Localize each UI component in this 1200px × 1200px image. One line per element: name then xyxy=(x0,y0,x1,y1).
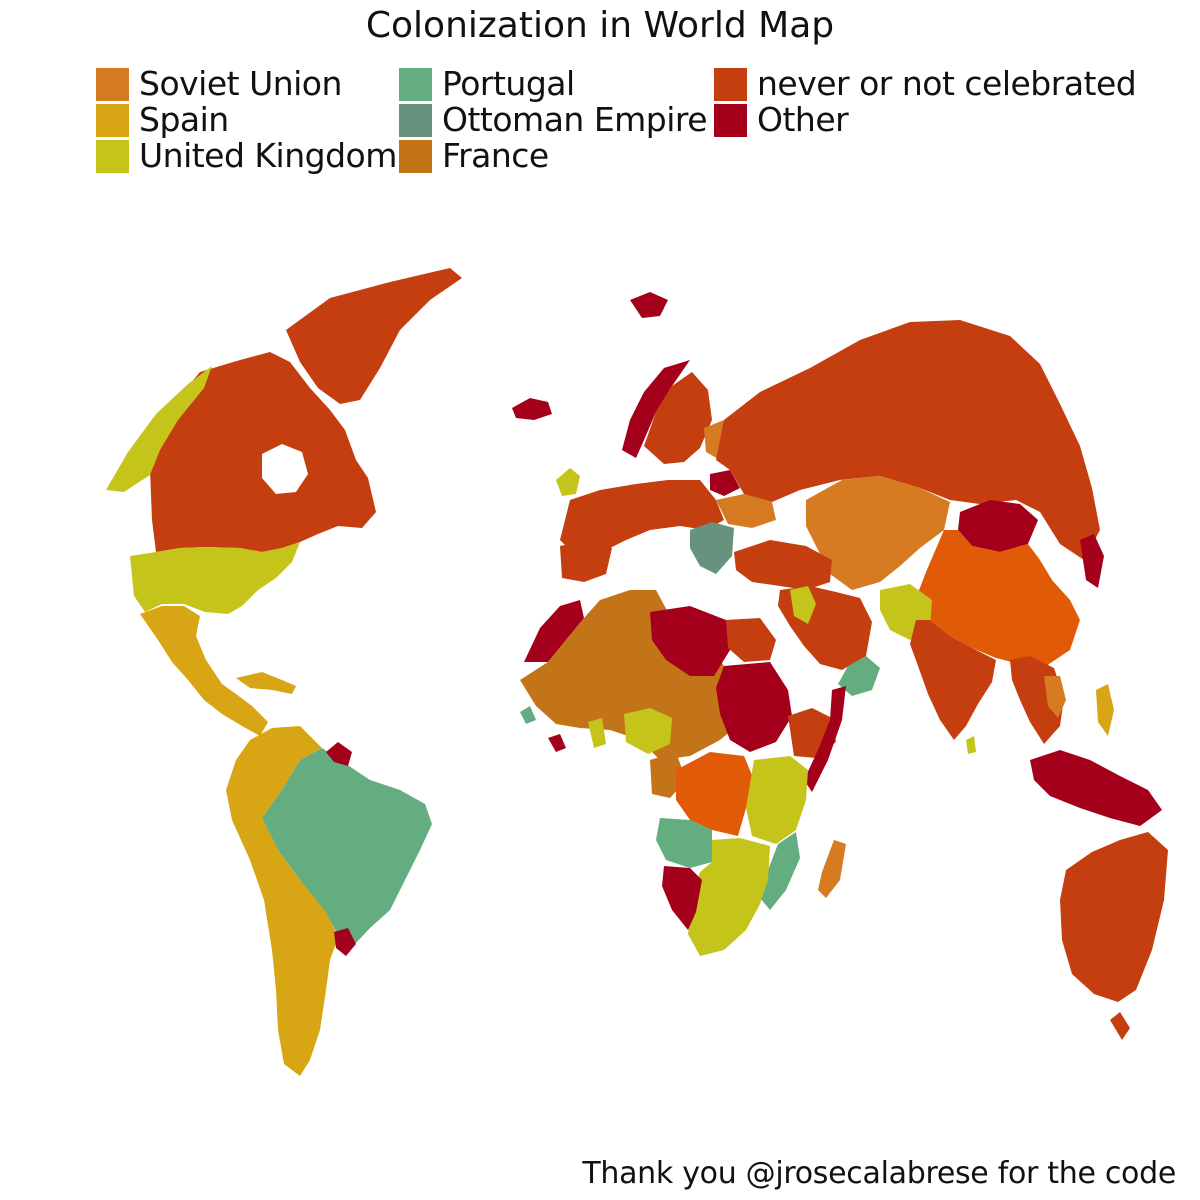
region-guinea-portugal xyxy=(520,706,536,724)
legend-item-soviet-union: Soviet Union xyxy=(96,66,399,102)
region-india xyxy=(910,620,996,740)
legend-label: United Kingdom xyxy=(139,136,397,175)
region-alaska xyxy=(106,366,212,492)
region-egypt xyxy=(726,618,776,662)
legend-item-france: France xyxy=(399,138,714,174)
region-sweden-finland xyxy=(644,372,712,464)
region-morocco xyxy=(524,600,584,662)
legend-swatch xyxy=(714,67,747,101)
legend-label: Other xyxy=(757,100,849,139)
region-angola xyxy=(656,818,712,868)
legend-swatch xyxy=(96,139,129,173)
region-liberia-other xyxy=(548,734,566,752)
region-caribbean xyxy=(236,672,296,694)
region-oman-yemen xyxy=(838,656,880,696)
legend-item-ottoman-empire: Ottoman Empire xyxy=(399,102,714,138)
region-sudan xyxy=(716,662,792,752)
legend: Soviet Union Spain United Kingdom Portug… xyxy=(96,66,1156,176)
region-uk-ireland xyxy=(556,468,580,496)
region-turkey-caucasus xyxy=(734,540,832,590)
legend-label: Ottoman Empire xyxy=(442,100,708,139)
legend-label: never or not celebrated xyxy=(757,64,1137,103)
region-southern-africa-uk xyxy=(688,838,770,956)
legend-swatch xyxy=(96,103,129,137)
region-ukraine xyxy=(716,494,776,528)
region-hudson-bay xyxy=(262,444,308,494)
legend-swatch xyxy=(714,103,747,137)
legend-label: France xyxy=(442,136,549,175)
region-ghana-uk xyxy=(588,718,606,748)
region-levant xyxy=(790,586,816,624)
legend-item-united-kingdom: United Kingdom xyxy=(96,138,399,174)
region-brazil xyxy=(262,748,432,944)
region-balkans xyxy=(690,522,734,574)
region-belarus xyxy=(710,470,740,496)
legend-item-other: Other xyxy=(714,102,1134,138)
credit-caption: Thank you @jrosecalabrese for the code xyxy=(582,1156,1176,1191)
region-australia xyxy=(1060,832,1168,1002)
region-greenland xyxy=(286,268,462,404)
region-new-zealand xyxy=(1110,1012,1130,1040)
region-sri-lanka xyxy=(966,736,976,754)
region-nigeria xyxy=(624,708,672,754)
region-libya xyxy=(650,606,730,676)
region-mongolia xyxy=(958,500,1038,552)
region-indonesia xyxy=(1030,750,1162,826)
region-guianas xyxy=(326,742,352,766)
region-western-europe xyxy=(560,480,724,556)
legend-label: Spain xyxy=(139,100,229,139)
region-japan-korea xyxy=(1080,534,1104,588)
region-indochina-france xyxy=(1044,676,1066,718)
region-madagascar xyxy=(818,840,846,898)
region-congo xyxy=(676,752,754,836)
region-philippines xyxy=(1096,684,1114,736)
region-mozambique xyxy=(760,832,800,910)
region-canada xyxy=(150,352,376,552)
region-east-africa-uk xyxy=(746,756,808,844)
region-french-africa xyxy=(520,590,744,760)
legend-label: Portugal xyxy=(442,64,575,103)
legend-swatch xyxy=(399,103,432,137)
region-svalbard xyxy=(630,292,668,318)
legend-item-never-or-not-celebrated: never or not celebrated xyxy=(714,64,1137,103)
legend-label: Soviet Union xyxy=(139,64,342,103)
legend-swatch xyxy=(399,139,432,173)
legend-swatch xyxy=(399,67,432,101)
legend-swatch xyxy=(96,67,129,101)
map-title: Colonization in World Map xyxy=(365,5,835,46)
region-norway xyxy=(622,360,690,458)
region-mexico-central-america xyxy=(140,606,268,736)
region-somalia xyxy=(804,686,846,792)
region-china xyxy=(916,530,1080,666)
region-usa xyxy=(130,542,300,614)
region-uruguay xyxy=(334,928,356,956)
region-iberia xyxy=(560,540,612,582)
region-iceland xyxy=(512,398,552,420)
region-namibia xyxy=(662,866,702,930)
legend-item-spain: Spain xyxy=(96,102,399,138)
region-central-asia xyxy=(806,476,950,590)
region-russia xyxy=(716,320,1100,560)
legend-item-portugal: Portugal xyxy=(399,66,714,102)
region-south-america-spain xyxy=(226,726,338,1076)
